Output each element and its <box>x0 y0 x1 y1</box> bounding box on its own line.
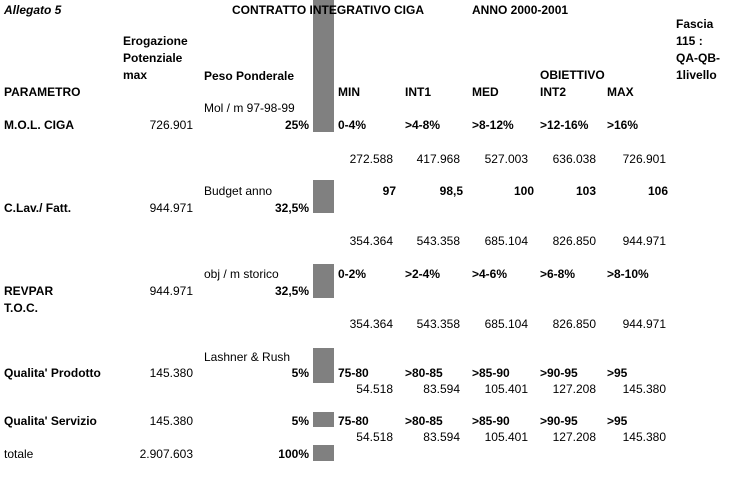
peso-value: 32,5% <box>274 284 309 298</box>
level-header: MIN <box>338 85 360 99</box>
erogazione-value: 726.901 <box>149 118 193 132</box>
level-header: INT2 <box>540 85 567 99</box>
erogazione-value: 145.380 <box>149 414 193 428</box>
level-amount: 543.358 <box>416 234 460 248</box>
gray-column-bar <box>313 0 334 132</box>
totale-label: totale <box>4 447 34 461</box>
parameter-name: Qualita' Servizio <box>4 414 97 428</box>
peso-header: Peso Ponderale <box>204 69 295 83</box>
erogazione-header: Erogazione <box>123 34 188 48</box>
peso-note: obj / m storico <box>204 267 279 281</box>
fascia-line: QA-QB- <box>676 51 720 65</box>
level-amount: 127.208 <box>552 430 596 444</box>
range-threshold: 100 <box>513 184 534 198</box>
range-threshold: >95 <box>607 414 628 428</box>
level-amount: 354.364 <box>349 234 393 248</box>
range-threshold: >2-4% <box>405 267 441 281</box>
level-amount: 105.401 <box>484 382 528 396</box>
gray-column-bar <box>313 412 334 427</box>
parameter-name: REVPAR <box>4 284 54 298</box>
level-amount: 54.518 <box>356 430 393 444</box>
level-amount: 826.850 <box>552 317 596 331</box>
level-amount: 105.401 <box>484 430 528 444</box>
level-amount: 685.104 <box>484 234 528 248</box>
parametro-header: PARAMETRO <box>4 85 81 99</box>
fascia-line: Fascia <box>676 17 714 31</box>
range-threshold: >95 <box>607 366 628 380</box>
range-threshold: 75-80 <box>338 366 369 380</box>
fascia-line: 1livello <box>676 68 717 82</box>
range-threshold: >8-10% <box>607 267 649 281</box>
level-amount: 527.003 <box>484 152 528 166</box>
level-header: INT1 <box>405 85 432 99</box>
peso-value: 25% <box>284 118 309 132</box>
gray-column-bar <box>313 445 334 461</box>
anno-label: ANNO 2000-2001 <box>472 3 569 17</box>
level-amount: 944.971 <box>622 234 666 248</box>
peso-value: 32,5% <box>274 201 309 215</box>
parameter-name: Qualita' Prodotto <box>4 366 101 380</box>
level-amount: 83.594 <box>423 430 460 444</box>
level-amount: 636.038 <box>552 152 596 166</box>
level-amount: 145.380 <box>622 430 666 444</box>
range-threshold: >85-90 <box>472 366 510 380</box>
totale-erogazione: 2.907.603 <box>139 447 193 461</box>
gray-column-bar <box>313 180 334 213</box>
document-title: CONTRATTO INTEGRATIVO CIGA <box>232 3 424 17</box>
range-threshold: >4-8% <box>405 118 441 132</box>
level-amount: 826.850 <box>552 234 596 248</box>
level-amount: 272.588 <box>349 152 393 166</box>
level-amount: 83.594 <box>423 382 460 396</box>
range-threshold: 103 <box>575 184 596 198</box>
gray-column-bar <box>313 264 334 298</box>
range-threshold: >8-12% <box>472 118 514 132</box>
peso-note: Budget anno <box>204 184 273 198</box>
level-amount: 127.208 <box>552 382 596 396</box>
parameter-name: C.Lav./ Fatt. <box>4 201 72 215</box>
parameter-name-line2: T.O.C. <box>4 301 39 315</box>
range-threshold: 97 <box>382 184 396 198</box>
level-amount: 145.380 <box>622 382 666 396</box>
erogazione-header: max <box>123 68 148 82</box>
parameter-name: M.O.L. CIGA <box>4 118 74 132</box>
level-amount: 354.364 <box>349 317 393 331</box>
erogazione-value: 944.971 <box>149 201 193 215</box>
level-amount: 726.901 <box>622 152 666 166</box>
erogazione-value: 944.971 <box>149 284 193 298</box>
range-threshold: >90-95 <box>540 414 578 428</box>
erogazione-header: Potenziale <box>123 51 183 65</box>
erogazione-value: 145.380 <box>149 366 193 380</box>
peso-value: 5% <box>291 414 309 428</box>
range-threshold: 106 <box>647 184 668 198</box>
obiettivo-header: OBIETTIVO <box>540 68 605 82</box>
level-header: MED <box>472 85 499 99</box>
range-threshold: >12-16% <box>540 118 589 132</box>
range-threshold: 0-2% <box>338 267 367 281</box>
level-amount: 417.968 <box>416 152 460 166</box>
level-amount: 54.518 <box>356 382 393 396</box>
range-threshold: >80-85 <box>405 366 443 380</box>
range-threshold: >16% <box>607 118 639 132</box>
level-amount: 685.104 <box>484 317 528 331</box>
range-threshold: >4-6% <box>472 267 508 281</box>
range-threshold: >85-90 <box>472 414 510 428</box>
gray-column-bar <box>313 348 334 383</box>
range-threshold: 98,5 <box>439 184 463 198</box>
level-amount: 543.358 <box>416 317 460 331</box>
range-threshold: >90-95 <box>540 366 578 380</box>
totale-peso: 100% <box>278 447 309 461</box>
fascia-line: 115 : <box>676 34 703 48</box>
peso-note: Lashner & Rush <box>204 350 291 364</box>
peso-note: Mol / m 97-98-99 <box>204 101 295 115</box>
level-amount: 944.971 <box>622 317 666 331</box>
level-header: MAX <box>607 85 634 99</box>
range-threshold: >80-85 <box>405 414 443 428</box>
peso-value: 5% <box>291 366 309 380</box>
range-threshold: 75-80 <box>338 414 369 428</box>
allegato-label: Allegato 5 <box>4 3 62 17</box>
range-threshold: 0-4% <box>338 118 367 132</box>
range-threshold: >6-8% <box>540 267 576 281</box>
